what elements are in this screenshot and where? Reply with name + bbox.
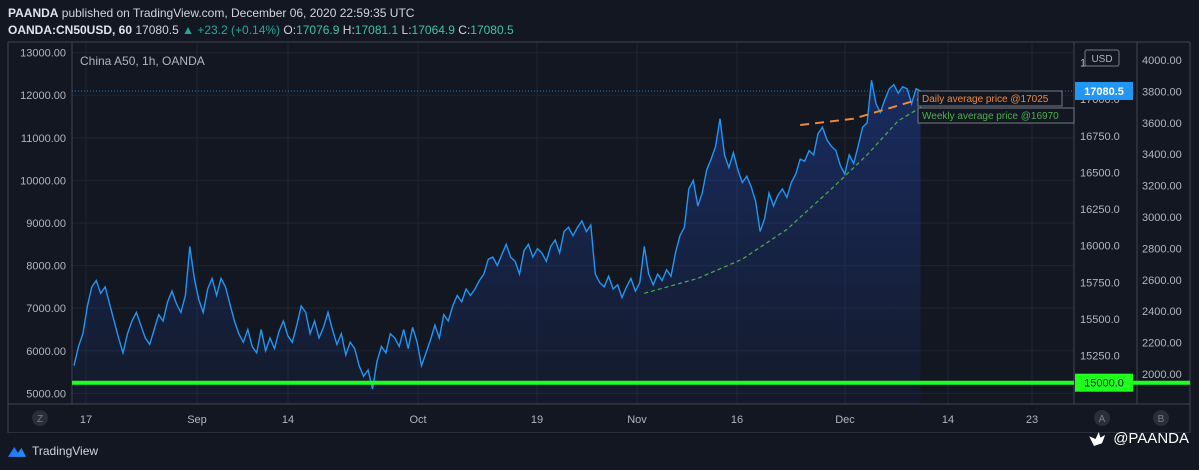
right-tick-label: 2200.00 <box>1142 338 1182 350</box>
low-value: 17064.9 <box>411 23 455 37</box>
x-tick-label: 14 <box>942 414 954 426</box>
chart-title: China A50, 1h, OANDA <box>80 54 205 68</box>
high-label: H: <box>342 23 355 37</box>
support-badge-label: 15000.0 <box>1084 378 1124 390</box>
x-tick-label: Oct <box>409 414 426 426</box>
right-tick-label: 3200.00 <box>1142 181 1182 193</box>
publish-info: published on TradingView.com, December 0… <box>58 6 415 20</box>
last-price-badge-label: 17080.5 <box>1084 86 1124 98</box>
brand-label: TradingView <box>32 444 99 458</box>
usd-unit-box <box>1084 49 1120 67</box>
usd-tick-label: 16250.0 <box>1080 204 1120 216</box>
ohlc-line: OANDA:CN50USD, 60 17080.5 ▲ +23.2 (+0.14… <box>8 23 514 37</box>
left-tick-label: 13000.00 <box>20 48 66 60</box>
scale-button-z-label: Z <box>37 414 43 425</box>
x-tick-label: Sep <box>187 414 207 426</box>
price-labels: Daily average price @17025 Weekly average… <box>32 81 1190 426</box>
usd-tick-label: 15500.0 <box>1080 314 1120 326</box>
left-tick-label: 9000.00 <box>26 218 66 230</box>
price-line <box>73 80 921 390</box>
right-tick-label: 2000.00 <box>1142 369 1182 381</box>
weekly-average-line <box>644 98 935 294</box>
tick-labels: 13000.00 12000.00 11000.00 10000.00 9000.00 8… <box>20 48 1182 426</box>
left-tick-label: 12000.00 <box>20 90 66 102</box>
symbol-label[interactable]: OANDA:CN50USD, 60 <box>8 23 133 37</box>
left-tick-label: 10000.00 <box>20 175 66 187</box>
last-price-badge <box>1075 81 1133 100</box>
tradingview-icon <box>8 446 26 457</box>
x-tick-label: 23 <box>1026 414 1038 426</box>
open-value: 17076.9 <box>296 23 340 37</box>
author-handle: @PAANDA <box>1089 430 1189 447</box>
left-tick-label: 7000.00 <box>26 303 66 315</box>
x-tick-label: 17 <box>80 414 92 426</box>
price-area-fill <box>74 80 921 405</box>
right-tick-label: 3400.00 <box>1142 149 1182 161</box>
usd-tick-label: 15750.0 <box>1080 277 1120 289</box>
right-tick-label: 4000.00 <box>1142 55 1182 67</box>
x-tick-label: Nov <box>627 414 647 426</box>
base-scale-button[interactable] <box>1153 410 1169 426</box>
usd-tick-label: 15250.0 <box>1080 351 1120 363</box>
author-name: PAANDA <box>8 6 59 20</box>
right-tick-label: 3600.00 <box>1142 118 1182 130</box>
handle-label: @PAANDA <box>1113 430 1189 447</box>
x-tick-label: 19 <box>531 414 543 426</box>
tradingview-logo[interactable]: TradingView <box>8 444 98 458</box>
usd-tick-label: 16000.0 <box>1080 241 1120 253</box>
daily-legend-box <box>917 90 1063 107</box>
usd-unit-label: USD <box>1091 54 1112 65</box>
weekly-legend-label: Weekly average price @16970 <box>922 111 1059 122</box>
high-value: 17081.1 <box>354 23 399 37</box>
right-tick-label: 3000.00 <box>1142 212 1182 224</box>
daily-legend-label: Daily average price @17025 <box>922 94 1049 105</box>
scale-button-z[interactable] <box>32 410 48 426</box>
weekly-legend-box <box>917 107 1075 124</box>
bird-icon <box>1089 432 1106 447</box>
left-tick-label: 6000.00 <box>26 346 66 358</box>
close-value: 17080.5 <box>470 23 514 37</box>
left-tick-label: 8000.00 <box>26 261 66 273</box>
open-label: O: <box>283 23 297 37</box>
left-tick-label: 5000.00 <box>26 388 66 400</box>
last-price: 17080.5 <box>135 23 179 37</box>
close-label: C: <box>458 23 471 37</box>
x-tick-label: 14 <box>282 414 294 426</box>
footer <box>0 433 1199 470</box>
right-tick-label: 2800.00 <box>1142 243 1182 255</box>
low-label: L: <box>401 23 412 37</box>
usd-tick-label: 16500.0 <box>1080 167 1120 179</box>
price-chart[interactable]: 13000.00 12000.00 11000.00 10000.00 9000.00 8… <box>0 0 1199 433</box>
auto-scale-button-label: A <box>1099 414 1106 425</box>
right-tick-label: 2600.00 <box>1142 275 1182 287</box>
x-tick-label: 16 <box>731 414 743 426</box>
left-tick-label: 11000.00 <box>21 133 66 145</box>
right-tick-label: 2400.00 <box>1142 306 1182 318</box>
base-scale-button-label: B <box>1158 414 1165 425</box>
auto-scale-button[interactable] <box>1094 410 1110 426</box>
publish-line: PAANDA published on TradingView.com, Dec… <box>8 6 414 20</box>
price-change: ▲ +23.2 (+0.14%) <box>182 23 281 37</box>
support-badge <box>1075 373 1133 392</box>
right-tick-label: 3800.00 <box>1142 86 1182 98</box>
usd-tick-label: 16750.0 <box>1080 131 1120 143</box>
x-tick-label: Dec <box>835 414 855 426</box>
